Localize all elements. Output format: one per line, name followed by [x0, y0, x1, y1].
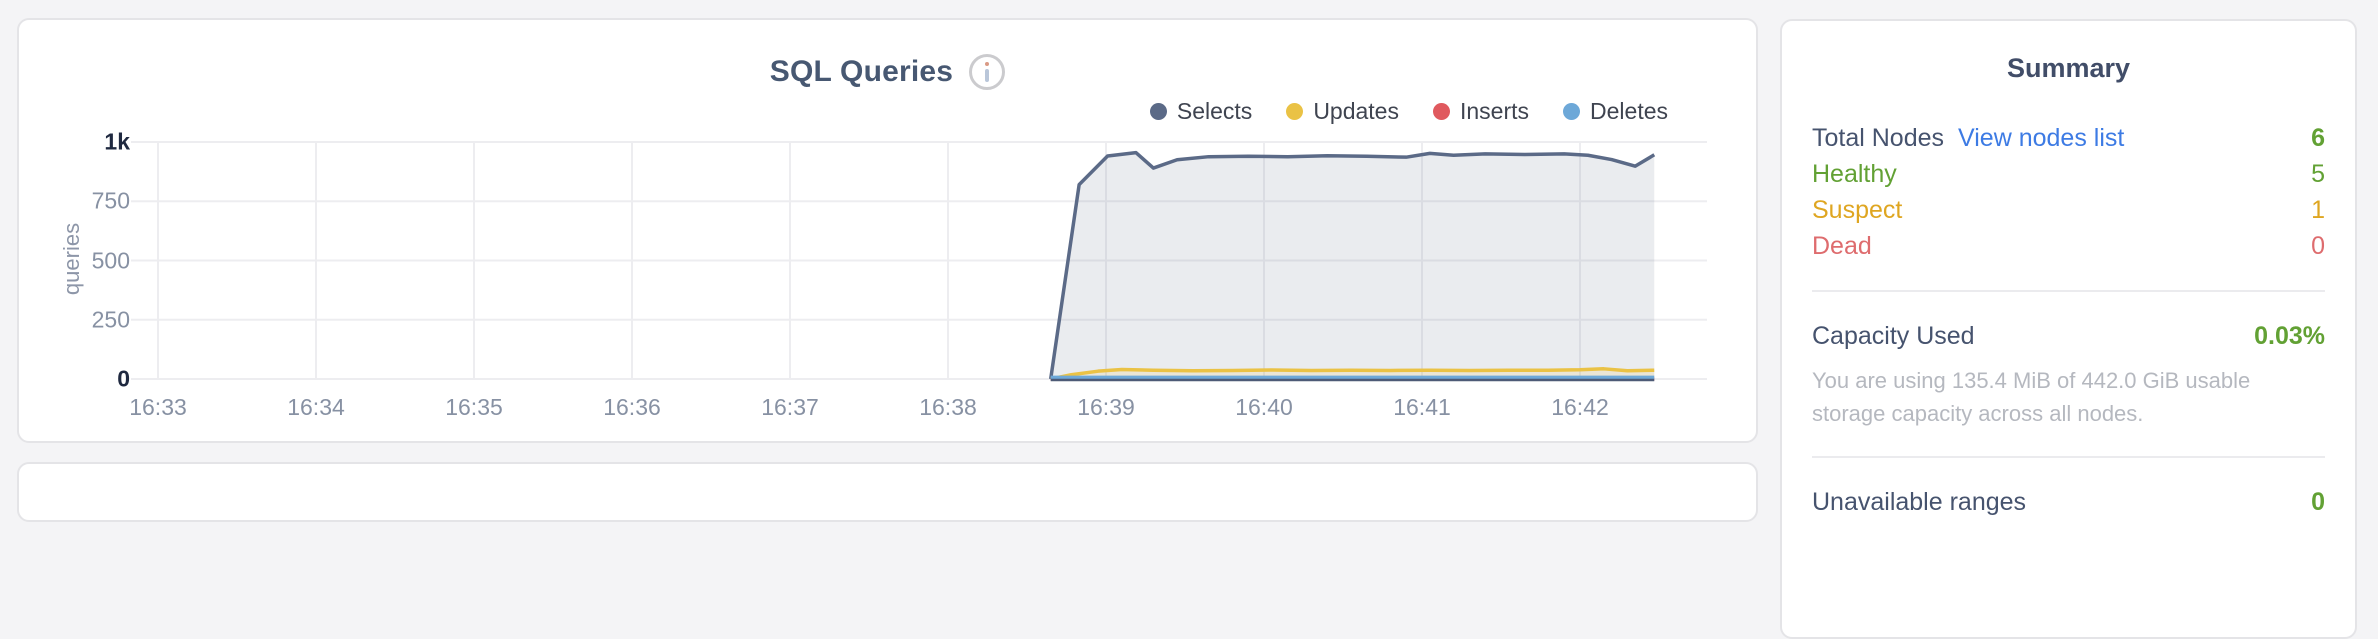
total-nodes-label: Total Nodes — [1812, 123, 1945, 152]
chart-header: SQL Queries — [19, 54, 1756, 90]
summary-title: Summary — [2006, 53, 2131, 83]
unavailable-ranges-label: Unavailable ranges — [1812, 487, 2027, 516]
x-tick-label: 16:38 — [919, 394, 977, 420]
y-tick-label: 0 — [117, 365, 130, 392]
legend-label: Selects — [1176, 98, 1253, 124]
capacity-used-label: Capacity Used — [1812, 321, 1975, 350]
unavailable-ranges-value: 0 — [2311, 487, 2325, 516]
legend-label: Deletes — [1590, 98, 1668, 124]
legend-item-deletes[interactable]: Deletes — [1563, 98, 1668, 125]
x-tick-label: 16:39 — [1077, 394, 1135, 420]
view-nodes-list-link[interactable]: View nodes list — [1958, 123, 2125, 152]
capacity-used-value: 0.03% — [2254, 321, 2325, 350]
dead-value: 0 — [2311, 231, 2325, 260]
summary-row-total-nodes: Total Nodes View nodes list 6 — [1812, 120, 2325, 156]
healthy-value: 5 — [2311, 159, 2325, 188]
y-tick-label: 750 — [91, 187, 130, 214]
chart-title: SQL Queries — [769, 55, 954, 88]
legend-dot-icon — [1432, 103, 1450, 120]
y-tick-label: 250 — [91, 306, 130, 333]
next-chart-card — [17, 462, 1758, 522]
chart-plot-area[interactable]: queries 1k 750 500 250 0 16:33 16:34 16:35 16:36… — [19, 20, 1760, 445]
suspect-label: Suspect — [1812, 195, 1903, 224]
summary-row-capacity: Capacity Used 0.03% — [1812, 318, 2325, 354]
x-tick-label: 16:33 — [129, 394, 187, 420]
legend-label: Inserts — [1459, 98, 1530, 124]
legend-item-updates[interactable]: Updates — [1286, 98, 1399, 125]
legend-label: Updates — [1313, 98, 1399, 124]
chart-legend: Selects Updates Inserts Deletes — [1149, 98, 1668, 125]
x-tick-label: 16:40 — [1235, 394, 1293, 420]
summary-row-unavailable-ranges: Unavailable ranges 0 — [1812, 484, 2325, 520]
suspect-value: 1 — [2311, 195, 2325, 224]
divider — [1812, 456, 2325, 458]
y-tick-label: 500 — [91, 247, 130, 273]
x-tick-label: 16:36 — [603, 394, 661, 420]
x-tick-label: 16:42 — [1551, 394, 1609, 420]
x-tick-label: 16:35 — [445, 394, 503, 420]
summary-panel: Summary Total Nodes View nodes list 6 He… — [1780, 19, 2357, 639]
x-tick-label: 16:37 — [761, 394, 819, 420]
divider — [1812, 290, 2325, 292]
legend-dot-icon — [1286, 103, 1304, 120]
dead-label: Dead — [1812, 231, 1872, 260]
summary-row-dead: Dead 0 — [1812, 228, 2325, 264]
legend-item-selects[interactable]: Selects — [1149, 98, 1253, 125]
x-tick-label: 16:41 — [1393, 394, 1451, 420]
legend-dot-icon — [1149, 103, 1167, 120]
legend-item-inserts[interactable]: Inserts — [1432, 98, 1530, 125]
summary-row-suspect: Suspect 1 — [1812, 192, 2325, 228]
legend-dot-icon — [1563, 103, 1581, 120]
sql-queries-chart-card: SQL Queries Selects Updates Inserts Deletes… — [17, 18, 1758, 443]
healthy-label: Healthy — [1812, 159, 1897, 188]
total-nodes-value: 6 — [2311, 123, 2325, 152]
x-tick-label: 16:34 — [287, 394, 345, 420]
y-tick-label: 1k — [104, 128, 130, 155]
capacity-description: You are using 135.4 MiB of 442.0 GiB usa… — [1812, 368, 2251, 426]
info-icon[interactable] — [969, 54, 1006, 90]
summary-row-healthy: Healthy 5 — [1812, 156, 2325, 192]
